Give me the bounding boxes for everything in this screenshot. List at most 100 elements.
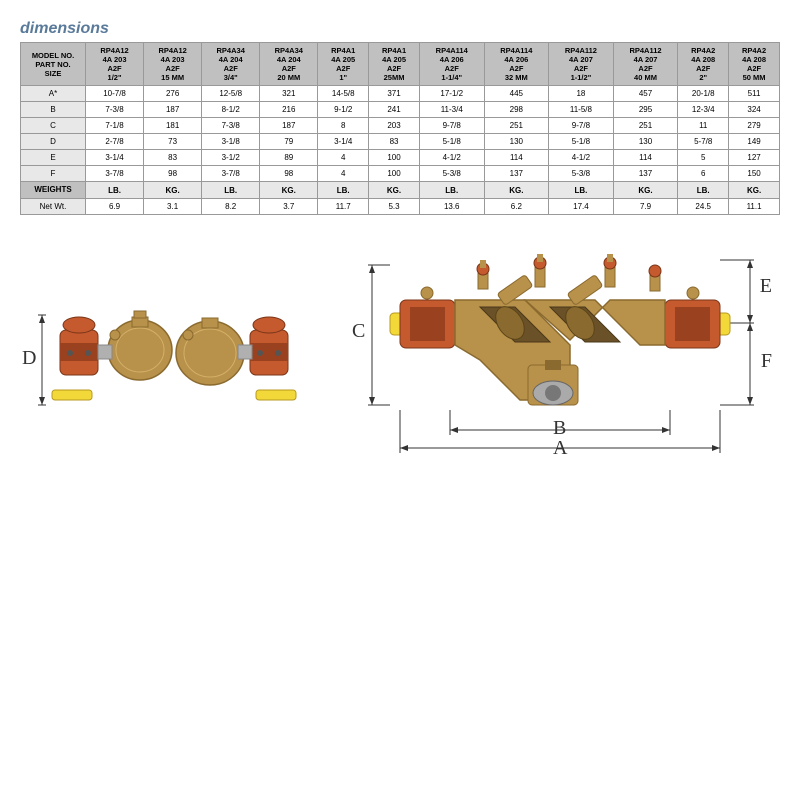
col-header: RP4A1124A 207A2F40 MM xyxy=(613,43,678,86)
col-header: RP4A1144A 206A2F1-1/4" xyxy=(419,43,484,86)
data-cell: 4-1/2 xyxy=(549,150,614,166)
col-header: RP4A24A 208A2F50 MM xyxy=(729,43,780,86)
data-cell: 137 xyxy=(613,166,678,182)
netwt-cell: 3.1 xyxy=(144,199,202,215)
data-cell: 130 xyxy=(484,134,549,150)
col-header: RP4A124A 203A2F1/2" xyxy=(86,43,144,86)
data-cell: 79 xyxy=(260,134,318,150)
data-cell: 137 xyxy=(484,166,549,182)
data-cell: 3-7/8 xyxy=(202,166,260,182)
data-cell: 11 xyxy=(678,118,729,134)
header-corner: MODEL NO.PART NO.SIZE xyxy=(21,43,86,86)
netwt-cell: 5.3 xyxy=(369,199,420,215)
data-cell: 127 xyxy=(729,150,780,166)
data-cell: 3-1/2 xyxy=(202,150,260,166)
diagram-side-view: D xyxy=(20,275,330,435)
row-label: A* xyxy=(21,86,86,102)
data-cell: 4-1/2 xyxy=(419,150,484,166)
data-cell: 203 xyxy=(369,118,420,134)
data-cell: 5-1/8 xyxy=(419,134,484,150)
data-cell: 3-7/8 xyxy=(86,166,144,182)
data-cell: 457 xyxy=(613,86,678,102)
weight-unit: KG. xyxy=(260,182,318,199)
col-header: RP4A344A 204A2F20 MM xyxy=(260,43,318,86)
row-label: D xyxy=(21,134,86,150)
data-cell: 187 xyxy=(260,118,318,134)
col-header: RP4A1124A 207A2F1-1/2" xyxy=(549,43,614,86)
weight-unit: LB. xyxy=(549,182,614,199)
data-cell: 98 xyxy=(260,166,318,182)
data-cell: 20-1/8 xyxy=(678,86,729,102)
data-cell: 187 xyxy=(144,102,202,118)
data-cell: 12-5/8 xyxy=(202,86,260,102)
netwt-cell: 13.6 xyxy=(419,199,484,215)
data-cell: 251 xyxy=(613,118,678,134)
row-label: C xyxy=(21,118,86,134)
weight-unit: KG. xyxy=(484,182,549,199)
data-cell: 241 xyxy=(369,102,420,118)
data-cell: 130 xyxy=(613,134,678,150)
dim-label-d: D xyxy=(22,347,36,370)
weight-unit: LB. xyxy=(202,182,260,199)
weight-unit: KG. xyxy=(144,182,202,199)
data-cell: 150 xyxy=(729,166,780,182)
data-cell: 5-1/8 xyxy=(549,134,614,150)
netwt-cell: 8.2 xyxy=(202,199,260,215)
col-header: RP4A14A 205A2F1" xyxy=(318,43,369,86)
weight-unit: LB. xyxy=(678,182,729,199)
row-label: B xyxy=(21,102,86,118)
data-cell: 89 xyxy=(260,150,318,166)
netwt-cell: 17.4 xyxy=(549,199,614,215)
weight-unit: LB. xyxy=(419,182,484,199)
data-cell: 18 xyxy=(549,86,614,102)
col-header: RP4A124A 203A2F15 MM xyxy=(144,43,202,86)
data-cell: 3-1/4 xyxy=(86,150,144,166)
data-cell: 181 xyxy=(144,118,202,134)
netwt-cell: 3.7 xyxy=(260,199,318,215)
netwt-cell: 11.1 xyxy=(729,199,780,215)
data-cell: 11-5/8 xyxy=(549,102,614,118)
data-cell: 279 xyxy=(729,118,780,134)
dim-label-a: A xyxy=(553,437,567,460)
row-label: F xyxy=(21,166,86,182)
weight-unit: LB. xyxy=(86,182,144,199)
data-cell: 4 xyxy=(318,166,369,182)
diagram-front-view: C E F B A xyxy=(350,245,770,465)
data-cell: 5-3/8 xyxy=(549,166,614,182)
weight-unit: KG. xyxy=(729,182,780,199)
data-cell: 295 xyxy=(613,102,678,118)
weight-unit: KG. xyxy=(369,182,420,199)
data-cell: 276 xyxy=(144,86,202,102)
dim-label-f: F xyxy=(761,350,772,373)
netwt-label: Net Wt. xyxy=(21,199,86,215)
weight-unit: KG. xyxy=(613,182,678,199)
col-header: RP4A1144A 206A2F32 MM xyxy=(484,43,549,86)
weight-unit: LB. xyxy=(318,182,369,199)
data-cell: 7-3/8 xyxy=(202,118,260,134)
section-title: dimensions xyxy=(20,20,780,38)
col-header: RP4A24A 208A2F2" xyxy=(678,43,729,86)
data-cell: 3-1/8 xyxy=(202,134,260,150)
netwt-cell: 24.5 xyxy=(678,199,729,215)
data-cell: 8-1/2 xyxy=(202,102,260,118)
data-cell: 114 xyxy=(613,150,678,166)
data-cell: 324 xyxy=(729,102,780,118)
col-header: RP4A14A 205A2F25MM xyxy=(369,43,420,86)
data-cell: 83 xyxy=(144,150,202,166)
weights-label: WEIGHTS xyxy=(21,182,86,199)
data-cell: 4 xyxy=(318,150,369,166)
data-cell: 7-1/8 xyxy=(86,118,144,134)
data-cell: 5-7/8 xyxy=(678,134,729,150)
data-cell: 321 xyxy=(260,86,318,102)
netwt-cell: 6.2 xyxy=(484,199,549,215)
data-cell: 149 xyxy=(729,134,780,150)
dim-label-e: E xyxy=(760,275,772,298)
data-cell: 216 xyxy=(260,102,318,118)
data-cell: 9-7/8 xyxy=(549,118,614,134)
data-cell: 12-3/4 xyxy=(678,102,729,118)
data-cell: 100 xyxy=(369,150,420,166)
data-cell: 83 xyxy=(369,134,420,150)
data-cell: 10-7/8 xyxy=(86,86,144,102)
data-cell: 251 xyxy=(484,118,549,134)
col-header: RP4A344A 204A2F3/4" xyxy=(202,43,260,86)
